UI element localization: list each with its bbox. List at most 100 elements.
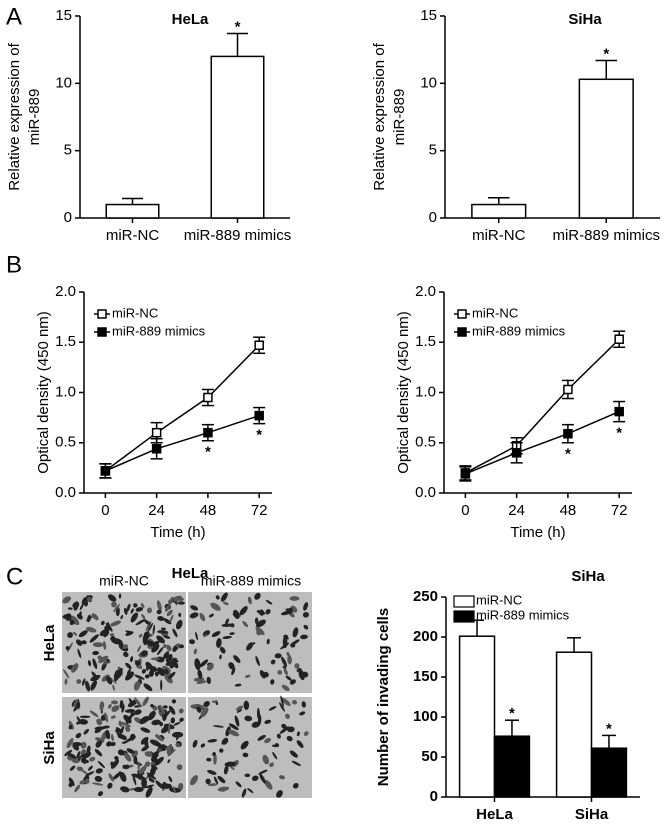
significance-marker: * — [509, 705, 515, 722]
cell-blob — [202, 630, 211, 637]
cell-blob — [225, 726, 231, 737]
cell-blob — [206, 676, 211, 684]
cell-blob — [224, 761, 236, 767]
cell-blob — [276, 790, 283, 798]
bar — [590, 747, 628, 798]
cell-blob — [94, 749, 103, 757]
x-tick-label: 72 — [251, 502, 268, 519]
cell-blob — [280, 642, 290, 650]
cell-blob — [145, 661, 153, 670]
cell-blob — [125, 714, 133, 725]
cell-blob — [220, 592, 228, 602]
bar — [105, 203, 160, 219]
x-tick-label: miR-889 mimics — [552, 227, 660, 244]
cell-blob — [67, 607, 73, 610]
cell-blob — [169, 614, 174, 623]
cell-blob — [152, 624, 156, 635]
cell-blob — [217, 775, 226, 784]
legend-label: miR-889 mimics — [472, 323, 566, 338]
cell-blob — [110, 620, 122, 627]
cell-blob — [236, 709, 243, 713]
cell-blob — [128, 764, 134, 768]
cell-blob — [171, 731, 184, 738]
cell-blob — [296, 731, 300, 737]
y-tick-label: 1.5 — [55, 333, 76, 350]
cell-blob — [130, 712, 135, 717]
cell-blob — [150, 704, 155, 708]
cell-blob — [119, 725, 125, 735]
cell-blob — [235, 781, 242, 788]
cell-blob — [157, 630, 169, 634]
cell-blob — [176, 764, 183, 771]
point — [614, 334, 624, 344]
y-tick-label: 100 — [413, 708, 438, 725]
cell-blob — [110, 715, 116, 719]
cell-blob — [211, 700, 217, 703]
point — [614, 406, 624, 417]
cell-blob — [173, 597, 180, 603]
cell-blob — [274, 743, 280, 748]
cell-blob — [272, 751, 278, 760]
bar — [555, 651, 593, 798]
cell-blob — [137, 761, 140, 772]
cell-blob — [243, 700, 250, 710]
cell-blob — [110, 636, 116, 642]
cell-blob — [156, 600, 162, 612]
cell-blob — [83, 728, 90, 735]
cell-blob — [168, 596, 174, 606]
x-tick-label: 48 — [560, 502, 577, 519]
cell-blob — [247, 596, 252, 605]
cell-blob — [254, 617, 259, 625]
cell-blob — [133, 755, 138, 765]
cell-blob — [118, 593, 122, 599]
cell-blob — [133, 603, 138, 608]
cell-blob — [280, 695, 284, 707]
cell-blob — [208, 613, 214, 618]
cell-blob — [97, 760, 105, 769]
cell-blob — [79, 715, 91, 719]
cell-blob — [239, 606, 248, 616]
cell-blob — [242, 752, 249, 758]
cell-blob — [179, 597, 184, 602]
point — [254, 340, 264, 351]
panel-label: B — [6, 251, 22, 278]
cell-blob — [285, 713, 290, 719]
cell-blob — [62, 596, 72, 604]
cell-blob — [219, 748, 224, 753]
cell-blob — [228, 729, 240, 737]
cell-blob — [249, 642, 256, 646]
cell-blob — [213, 753, 217, 765]
cell-blob — [163, 618, 172, 625]
cell-blob — [163, 644, 167, 648]
cell-blob — [106, 741, 112, 747]
chart-title: SiHa — [571, 568, 605, 585]
cell-blob — [103, 630, 110, 638]
y-tick-label: 150 — [413, 668, 438, 685]
cell-blob — [168, 776, 173, 783]
cell-blob — [111, 700, 119, 705]
cell-blob — [207, 739, 218, 743]
cell-blob — [189, 639, 196, 645]
cell-blob — [189, 612, 199, 619]
cell-blob — [228, 662, 235, 670]
cell-blob — [303, 602, 309, 611]
cell-blob — [88, 765, 93, 771]
cell-blob — [212, 752, 216, 756]
legend-swatch — [453, 595, 475, 608]
cell-blob — [104, 712, 109, 723]
cell-blob — [135, 618, 146, 626]
cell-blob — [108, 773, 115, 782]
point — [563, 428, 573, 439]
cell-blob — [161, 627, 166, 631]
cell-blob — [142, 696, 149, 707]
cell-blob — [116, 667, 123, 679]
y-tick-label: 50 — [421, 748, 438, 765]
cell-blob — [138, 765, 147, 775]
cell-blob — [76, 716, 81, 723]
cell-blob — [97, 791, 104, 797]
cell-blob — [123, 651, 129, 658]
y-axis-label: Relative expression of — [371, 42, 388, 190]
cell-blob — [178, 612, 182, 617]
cell-blob — [134, 697, 142, 708]
